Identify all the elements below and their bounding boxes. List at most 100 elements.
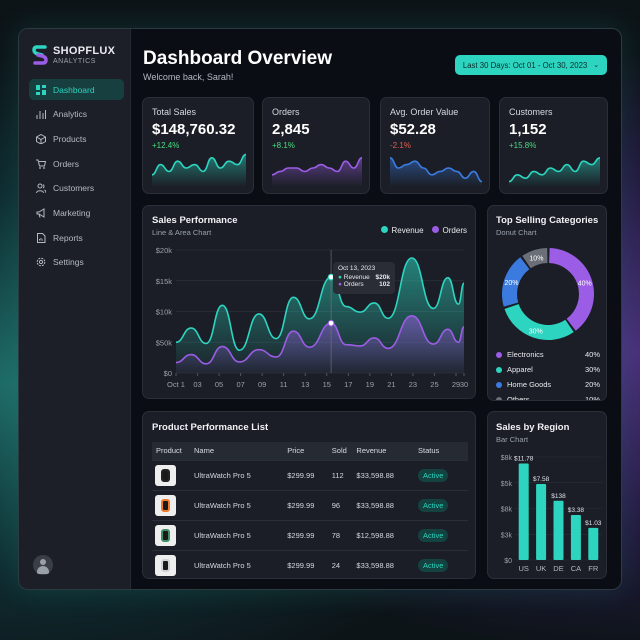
- sales-chart[interactable]: $0 $50k $10k $15k $20k Oct 1 03 05 07 09 11 13 15 17 1…: [143, 206, 477, 400]
- sidebar-item-orders[interactable]: Orders: [29, 153, 124, 174]
- donut-slice-apparel[interactable]: [504, 304, 574, 340]
- region-title: Sales by Region: [496, 422, 570, 433]
- sidebar-item-marketing[interactable]: Marketing: [29, 203, 124, 224]
- product-thumbnail: [155, 464, 176, 486]
- sidebar-item-analytics[interactable]: Analytics: [29, 104, 124, 125]
- sidebar-item-customers[interactable]: Customers: [29, 178, 124, 199]
- bar-uk[interactable]: [536, 484, 547, 560]
- cell-price: $299.99: [287, 549, 332, 580]
- x-tick-label: 09: [258, 380, 266, 389]
- cell-sold: 24: [331, 549, 357, 580]
- y-tick-label: $10k: [156, 308, 173, 317]
- legend-dot-icon: [496, 396, 502, 400]
- file-icon: [37, 232, 46, 243]
- avatar-body-icon: [37, 566, 49, 574]
- cell-price: $299.99: [287, 519, 332, 550]
- legend-item[interactable]: Home Goods 20%: [496, 380, 600, 389]
- column-header[interactable]: Name: [194, 442, 288, 460]
- x-tick-label: 13: [301, 380, 309, 389]
- legend-item[interactable]: Apparel 30%: [496, 365, 600, 374]
- kpi-sparkline: [152, 153, 246, 187]
- legend-item[interactable]: Electronics 40%: [496, 350, 600, 359]
- kpi-card-avg-order-value[interactable]: Avg. Order Value $52.28 -2.1%: [380, 97, 490, 194]
- page-subtitle: Welcome back, Sarah!: [143, 72, 234, 82]
- region-bar-chart[interactable]: $0$3k$8k$5k$8k $11.78US$7.58UK$138DE$3.38…: [488, 412, 608, 580]
- column-header[interactable]: Revenue: [356, 442, 419, 460]
- table-row[interactable]: UltraWatch Pro 5 $299.99 96 $33,598.88 Activ…: [152, 489, 468, 520]
- column-header[interactable]: Price: [287, 442, 332, 460]
- legend-value: 20%: [584, 380, 600, 389]
- gear-icon: [36, 258, 46, 267]
- sidebar-item-dashboard[interactable]: Dashboard: [29, 79, 124, 100]
- donut-slice-label: 30%: [529, 329, 543, 336]
- cell-revenue: $33,598.88: [356, 489, 419, 520]
- cell-revenue: $12,598.88: [356, 519, 419, 550]
- bar-ca[interactable]: [570, 514, 581, 560]
- y-tick-label: $5k: [501, 481, 513, 488]
- bar-de[interactable]: [553, 500, 564, 560]
- avatar[interactable]: [33, 555, 53, 575]
- sales-performance-card: Sales Performance Line & Area Chart Reve…: [142, 205, 476, 399]
- column-header[interactable]: Sold: [331, 442, 357, 460]
- sidebar-item-reports[interactable]: Reports: [29, 227, 124, 248]
- date-range-label: Last 30 Days: Oct 01 - Oct 30, 2023: [462, 60, 588, 70]
- tooltip-revenue-value: $20k: [375, 274, 390, 281]
- donut-slice-electronics[interactable]: [549, 248, 594, 331]
- tooltip-orders-label: Orders: [343, 281, 364, 288]
- sidebar-item-label: Analytics: [53, 109, 88, 120]
- sparkline-line: [272, 157, 362, 176]
- donut-slice-home-goods[interactable]: [502, 257, 530, 307]
- status-badge: Active: [418, 528, 449, 542]
- product-thumbnail: [155, 524, 176, 546]
- chart-tooltip: Oct 13, 2023 ● Revenue $20k ● Orders 102: [333, 262, 395, 294]
- sidebar-item-settings[interactable]: Settings: [29, 252, 124, 273]
- orders-area: [176, 315, 464, 373]
- top-categories-card: Top Selling Categories Donut Chart 40% 30…: [487, 205, 607, 401]
- table-row[interactable]: UltraWatch Pro 5 $299.99 78 $12,598.88 Activ…: [152, 519, 468, 550]
- legend-value: 10%: [584, 395, 600, 401]
- donut-slice-label: 40%: [578, 280, 592, 287]
- cell-sold: 96: [331, 489, 357, 520]
- sidebar-item-label: Marketing: [53, 208, 91, 218]
- sparkline-area: [272, 157, 362, 187]
- logo-icon: [32, 45, 48, 65]
- legend-orders-label: Orders: [442, 226, 467, 235]
- kpi-value: $52.28: [390, 121, 436, 138]
- date-range-dropdown[interactable]: Last 30 Days: Oct 01 - Oct 30, 2023 ⌄: [455, 55, 607, 75]
- donut-slice-others[interactable]: [522, 248, 548, 269]
- donut-slice-label: 20%: [504, 280, 518, 287]
- legend-item[interactable]: Others 10%: [496, 395, 600, 401]
- x-tick-label: 17: [344, 380, 352, 389]
- kpi-card-orders[interactable]: Orders 2,845 +8.1%: [262, 97, 370, 194]
- cell-name: UltraWatch Pro 5: [194, 459, 288, 490]
- product-performance-card: Product Performance List Product Name Pric…: [142, 411, 476, 580]
- legend-value: 30%: [584, 365, 600, 374]
- kpi-card-total-sales[interactable]: Total Sales $148,760.32 +12.4%: [142, 97, 254, 194]
- legend-orders[interactable]: Orders: [431, 226, 467, 235]
- x-tick-label: 07: [236, 380, 244, 389]
- sidebar-item-label: Customers: [53, 183, 95, 194]
- column-header[interactable]: Product: [152, 442, 194, 460]
- x-tick-label: 21: [387, 380, 395, 389]
- kpi-card-customers[interactable]: Customers 1,152 +15.8%: [499, 97, 608, 194]
- table-row[interactable]: UltraWatch Pro 5 $299.99 24 $33,598.88 Activ…: [152, 549, 468, 580]
- product-thumbnail: [155, 494, 176, 516]
- app-window: SHOPFLUX ANALYTICS Dashboard Analytics Pro…: [18, 28, 622, 590]
- sidebar-item-label: Settings: [53, 257, 84, 268]
- bar-us[interactable]: [518, 463, 529, 560]
- categories-title: Top Selling Categories: [496, 215, 599, 226]
- donut-chart[interactable]: 40% 30% 20% 10%: [488, 236, 607, 346]
- y-tick-label: $15k: [156, 277, 173, 286]
- x-tick-label: 30: [460, 380, 468, 389]
- bar-fr[interactable]: [588, 527, 599, 560]
- table-row[interactable]: UltraWatch Pro 5 $299.99 112 $33,598.88 Acti…: [152, 459, 468, 490]
- sparkline-area: [390, 157, 482, 187]
- column-header[interactable]: Status: [418, 442, 468, 460]
- kpi-value: 2,845: [272, 121, 310, 138]
- legend-value: 40%: [584, 350, 600, 359]
- cell-sold: 112: [331, 459, 357, 490]
- revenue-area: [176, 257, 464, 373]
- legend-revenue[interactable]: Revenue: [380, 226, 424, 235]
- sidebar-item-products[interactable]: Products: [29, 128, 124, 149]
- y-tick-label: $8k: [501, 455, 513, 462]
